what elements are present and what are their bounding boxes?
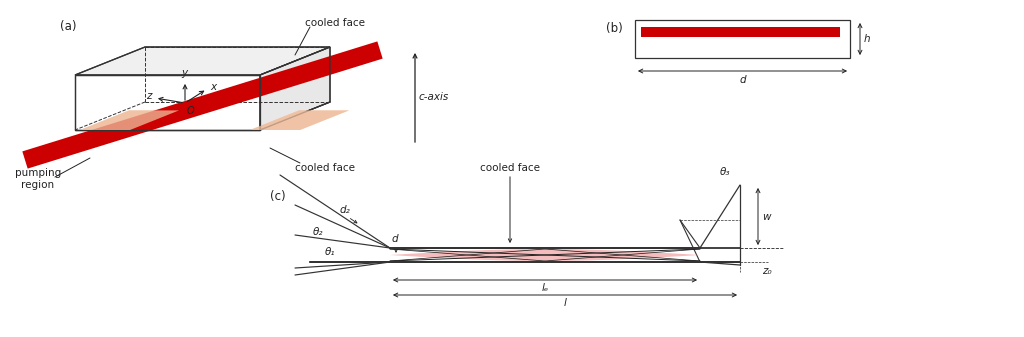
Text: d: d — [739, 75, 745, 85]
Polygon shape — [80, 111, 179, 130]
Text: cooled face: cooled face — [480, 163, 540, 173]
Text: lₑ: lₑ — [542, 283, 549, 293]
Text: θ₂: θ₂ — [312, 227, 324, 237]
Polygon shape — [23, 41, 383, 168]
Text: (c): (c) — [270, 190, 286, 203]
Text: θ₃: θ₃ — [720, 167, 730, 177]
Text: θ₁: θ₁ — [325, 247, 335, 257]
Polygon shape — [75, 75, 260, 130]
Text: y: y — [181, 68, 187, 78]
Polygon shape — [635, 20, 850, 58]
Text: (a): (a) — [60, 20, 77, 33]
Text: d₂: d₂ — [340, 205, 351, 215]
Polygon shape — [390, 249, 700, 261]
Text: d: d — [392, 234, 398, 244]
Text: pumping
region: pumping region — [15, 168, 61, 190]
Text: z: z — [146, 91, 152, 101]
Polygon shape — [250, 111, 349, 130]
Polygon shape — [260, 47, 330, 130]
Polygon shape — [80, 111, 179, 130]
Text: c-axis: c-axis — [419, 92, 450, 102]
Text: x: x — [210, 82, 216, 92]
Text: z₀: z₀ — [762, 266, 772, 276]
Polygon shape — [641, 27, 840, 37]
Polygon shape — [75, 47, 330, 75]
Text: l: l — [563, 298, 566, 308]
Polygon shape — [250, 111, 349, 130]
Text: O: O — [187, 106, 195, 116]
Text: h: h — [864, 34, 870, 44]
Text: w: w — [762, 212, 770, 221]
Text: (b): (b) — [606, 22, 623, 35]
Text: cooled face: cooled face — [295, 163, 355, 173]
Text: cooled face: cooled face — [305, 18, 365, 28]
